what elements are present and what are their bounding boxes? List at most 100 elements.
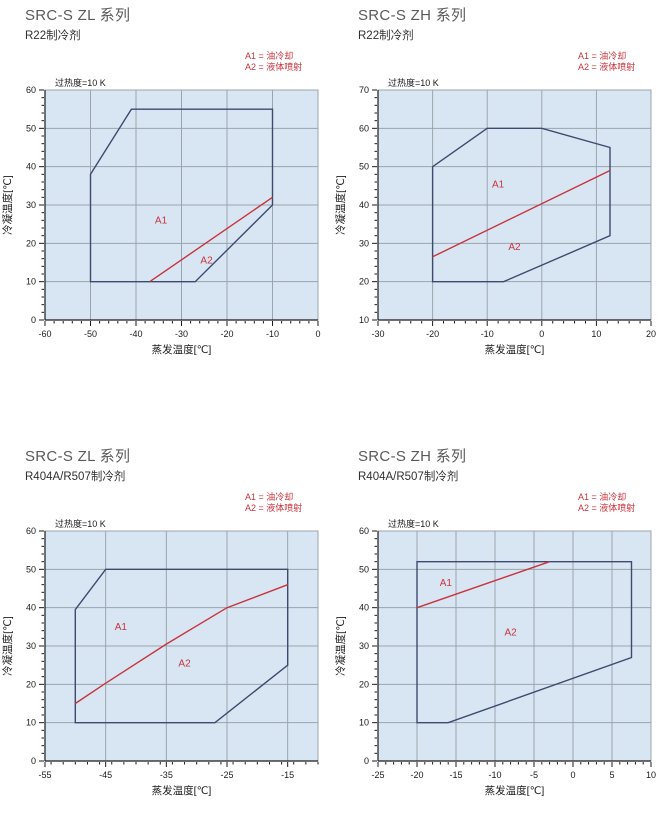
- superheat-note: 过热度=10 K: [55, 518, 106, 529]
- x-axis-label: 蒸发温度[℃]: [152, 784, 212, 797]
- superheat-note: 过热度=10 K: [388, 77, 439, 88]
- x-tick-label: 0: [570, 770, 575, 780]
- chart-canvas: -55 -45 -35 -25 -15 0 10 20 30 40 50 60 A1 A2 过热度=10 K…: [1, 518, 319, 797]
- legend-entry-a1: A1 = 油冷却: [578, 492, 627, 502]
- y-tick-label: 10: [359, 718, 369, 728]
- y-tick-label: 60: [26, 526, 36, 536]
- x-tick-label: -55: [38, 770, 51, 780]
- x-axis-label: 蒸发温度[℃]: [152, 343, 212, 356]
- region-label-a2: A2: [504, 628, 517, 639]
- x-axis-label: 蒸发温度[℃]: [485, 784, 545, 797]
- y-tick-label: 40: [26, 603, 36, 613]
- legend-entry-a2: A2 = 液体喷射: [578, 62, 636, 72]
- divider-line: [149, 196, 273, 283]
- major-ticks: [372, 89, 652, 326]
- x-tick-label: -60: [38, 329, 51, 339]
- chart-card-zl-r22: SRC-S ZL 系列 R22制冷剂 A1 = 油冷却 A2 = 液体喷射 -6…: [0, 0, 333, 407]
- x-tick-label: -45: [99, 770, 112, 780]
- x-tick-label: -15: [281, 770, 294, 780]
- minor-ticks: [374, 97, 641, 324]
- tick-labels: -55 -45 -35 -25 -15 0 10 20 30 40 50 60: [26, 526, 294, 780]
- x-tick-label: -20: [220, 329, 233, 339]
- y-tick-label: 20: [359, 679, 369, 689]
- chart-subtitle: R22制冷剂: [358, 30, 414, 42]
- x-tick-label: 20: [646, 329, 656, 339]
- envelope-outline: [431, 127, 611, 283]
- chart-title: SRC-S ZH 系列: [358, 7, 467, 24]
- y-tick-label: 0: [31, 315, 36, 325]
- y-axis-label: 冷凝温度[℃]: [334, 175, 347, 235]
- chart-card-zh-r22: SRC-S ZH 系列 R22制冷剂 A1 = 油冷却 A2 = 液体喷射 -3…: [333, 0, 665, 407]
- chart-subtitle: R22制冷剂: [25, 30, 81, 42]
- x-tick-label: -30: [371, 329, 384, 339]
- y-tick-label: 50: [359, 564, 369, 574]
- chart-subtitle: R404A/R507制冷剂: [358, 471, 459, 483]
- y-tick-label: 40: [359, 200, 369, 210]
- x-tick-label: -5: [530, 770, 538, 780]
- chart-card-inner: SRC-S ZL 系列 R22制冷剂 A1 = 油冷却 A2 = 液体喷射 -6…: [0, 0, 333, 407]
- x-tick-label: -15: [449, 770, 462, 780]
- tick-labels: -25 -20 -15 -10 -5 0 5 10 0 10 20 30 40 50 60: [359, 526, 656, 780]
- x-tick-label: 10: [591, 329, 601, 339]
- superheat-note: 过热度=10 K: [55, 77, 106, 88]
- x-tick-label: 0: [539, 329, 544, 339]
- x-tick-label: -20: [410, 770, 423, 780]
- divider-line: [416, 561, 550, 609]
- envelope-outline: [89, 108, 274, 283]
- chart-card-inner: SRC-S ZH 系列 R22制冷剂 A1 = 油冷却 A2 = 液体喷射 -3…: [333, 0, 665, 407]
- legend-entry-a2: A2 = 液体喷射: [245, 503, 303, 513]
- y-tick-label: 10: [359, 315, 369, 325]
- y-tick-label: 20: [26, 238, 36, 248]
- y-tick-label: 10: [26, 718, 36, 728]
- y-tick-label: 50: [26, 564, 36, 574]
- x-tick-label: -25: [371, 770, 384, 780]
- y-tick-label: 40: [359, 603, 369, 613]
- minor-ticks: [374, 538, 644, 765]
- x-tick-label: -10: [488, 770, 501, 780]
- x-tick-label: 0: [315, 329, 320, 339]
- region-label-a2: A2: [508, 242, 521, 253]
- region-label-a2: A2: [200, 256, 213, 267]
- x-tick-label: 10: [646, 770, 656, 780]
- major-ticks: [39, 530, 289, 767]
- chart-card-zh-r404a: SRC-S ZH 系列 R404A/R507制冷剂 A1 = 油冷却 A2 = …: [333, 407, 665, 814]
- x-tick-label: 5: [609, 770, 614, 780]
- y-tick-label: 50: [26, 123, 36, 133]
- chart-canvas: -30 -20 -10 0 10 20 10 20 30 40 50 60 70 A1 A2 过热度=10 K…: [334, 77, 656, 356]
- y-axis-label: 冷凝温度[℃]: [1, 616, 14, 676]
- x-tick-label: -10: [266, 329, 279, 339]
- chart-legend: A1 = 油冷却 A2 = 液体喷射: [245, 51, 302, 73]
- y-tick-label: 30: [26, 200, 36, 210]
- x-tick-label: -50: [84, 329, 97, 339]
- chart-title: SRC-S ZL 系列: [25, 448, 131, 465]
- y-tick-label: 0: [364, 756, 369, 766]
- chart-legend: A1 = 油冷却 A2 = 液体喷射: [578, 51, 635, 73]
- axis-lines: [44, 90, 318, 321]
- y-axis-label: 冷凝温度[℃]: [1, 175, 14, 235]
- chart-title: SRC-S ZL 系列: [25, 7, 131, 24]
- chart-card-inner: SRC-S ZH 系列 R404A/R507制冷剂 A1 = 油冷却 A2 = …: [333, 441, 665, 814]
- legend-entry-a1: A1 = 油冷却: [245, 51, 294, 61]
- legend-entry-a1: A1 = 油冷却: [578, 51, 627, 61]
- x-tick-label: -40: [129, 329, 142, 339]
- y-tick-label: 60: [359, 123, 369, 133]
- y-tick-label: 40: [26, 162, 36, 172]
- y-tick-label: 0: [31, 756, 36, 766]
- divider-line: [432, 169, 611, 258]
- y-tick-label: 30: [26, 641, 36, 651]
- y-tick-label: 70: [359, 85, 369, 95]
- legend-entry-a1: A1 = 油冷却: [245, 492, 294, 502]
- x-axis-label: 蒸发温度[℃]: [485, 343, 545, 356]
- y-tick-label: 30: [359, 238, 369, 248]
- minor-ticks: [41, 97, 310, 324]
- chart-legend: A1 = 油冷却 A2 = 液体喷射: [578, 492, 635, 514]
- major-ticks: [39, 89, 319, 326]
- y-tick-label: 30: [359, 641, 369, 651]
- axis-lines: [44, 531, 318, 762]
- region-label-a2: A2: [178, 658, 191, 669]
- axis-lines: [377, 531, 651, 762]
- tick-labels: -30 -20 -10 0 10 20 10 20 30 40 50 60 70: [359, 85, 656, 339]
- x-tick-label: -35: [160, 770, 173, 780]
- y-tick-label: 50: [359, 162, 369, 172]
- chart-card-zl-r404a: SRC-S ZL 系列 R404A/R507制冷剂 A1 = 油冷却 A2 = …: [0, 407, 333, 814]
